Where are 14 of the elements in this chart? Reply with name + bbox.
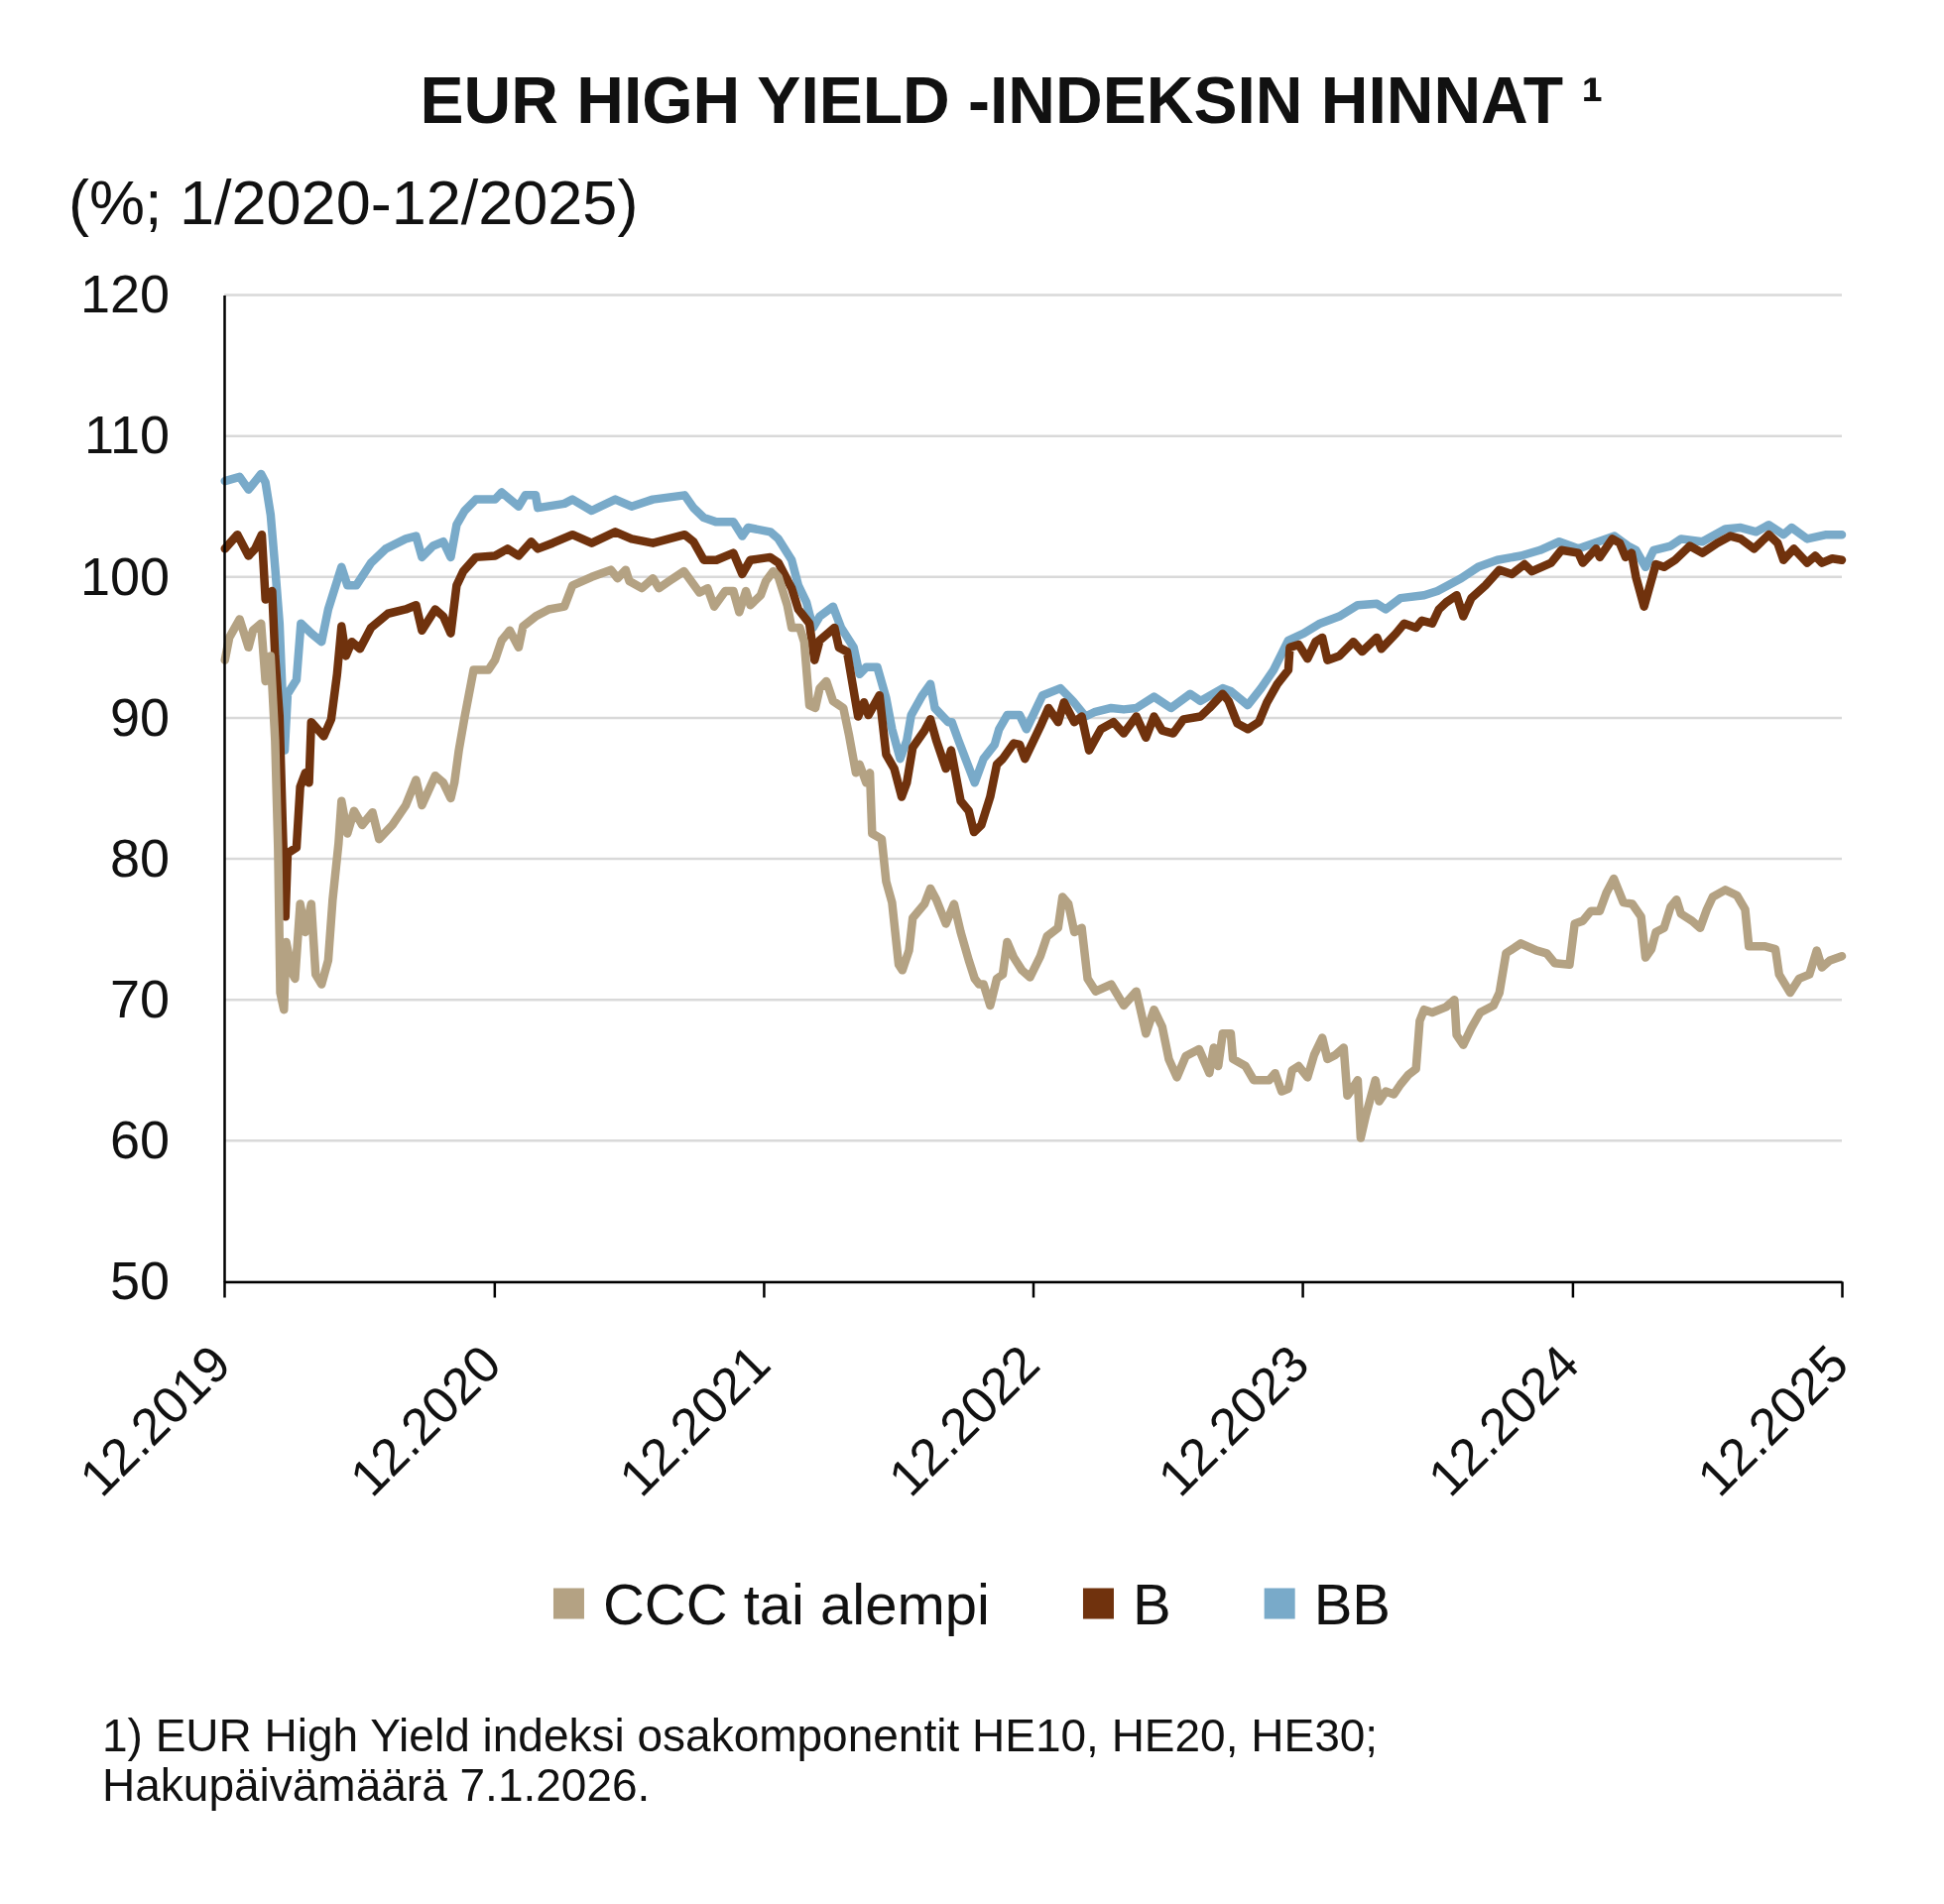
y-tick-label: 70: [109, 968, 170, 1028]
y-tick-label: 80: [109, 827, 170, 888]
y-tick-label: 110: [83, 405, 170, 465]
y-tick-label: 120: [79, 264, 170, 324]
y-tick-label: 90: [109, 686, 170, 747]
legend-label: BB: [1313, 1571, 1392, 1636]
y-tick-label: 60: [109, 1110, 170, 1170]
y-tick-label: 100: [79, 545, 170, 606]
chart-title: EUR HIGH YIELD -INDEKSIN HINNAT ¹: [420, 63, 1604, 137]
y-tick-label: 50: [109, 1250, 170, 1311]
legend-label: CCC tai alempi: [602, 1571, 990, 1636]
text: 1) EUR High Yield indeksi osakomponentit HE10, HE20, HE30;: [102, 1710, 1379, 1761]
chart-subtitle: (%; 1/2020-12/2025): [68, 168, 639, 237]
legend-label: B: [1132, 1571, 1171, 1636]
